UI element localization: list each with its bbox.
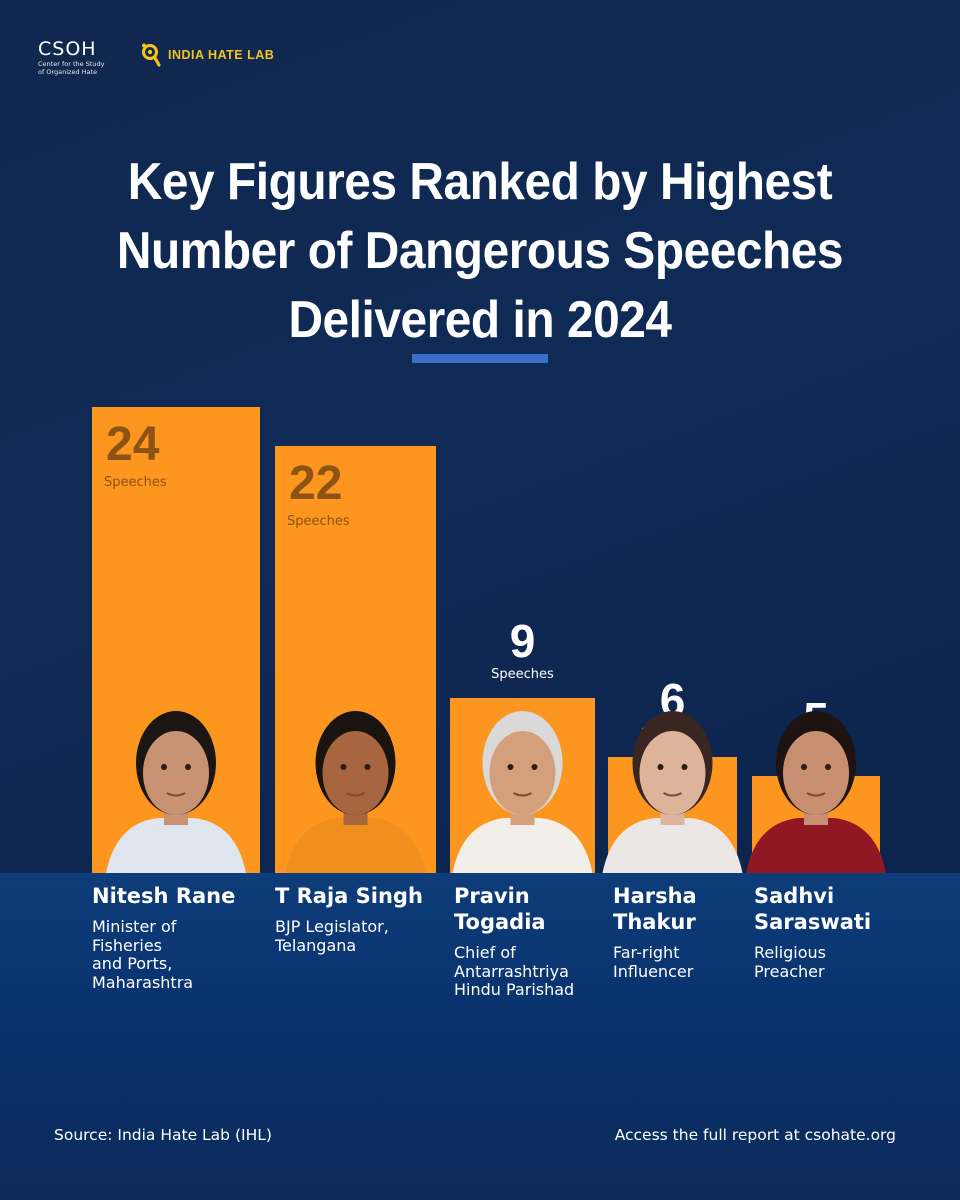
csoh-subtitle-line: Center for the Study [38,60,105,68]
portrait-photo [452,711,593,873]
csoh-logo: CSOH Center for the Study of Organized H… [38,38,128,76]
logo-bar: CSOH Center for the Study of Organized H… [38,38,274,76]
person-name-line: Thakur [613,910,696,934]
india-hate-lab-name: INDIA HATE LAB [168,48,275,62]
portrait-shoulders [452,818,593,873]
person-role: Far-right Influencer [613,943,697,981]
portrait-face [489,731,556,815]
portrait-face [783,731,849,815]
portrait-mouth [513,792,532,797]
portrait-shoulders [602,818,743,873]
portrait-eye [161,764,167,770]
person-name: Sadhvi Saraswati [754,883,871,935]
portrait-mouth [346,792,365,797]
india-hate-lab-logo: INDIA HATE LAB [140,42,274,68]
portrait-eye [825,764,831,770]
person-name-line: Sadhvi [754,884,835,908]
portrait-eye [681,764,688,770]
portrait-photo [602,711,743,873]
person-name: Pravin Togadia [454,883,574,935]
person-label: Pravin Togadia Chief of Antarrashtriya Hindu… [454,883,574,1000]
person-label: T Raja Singh BJP Legislator, Telangana [275,883,423,955]
person-name-line: Harsha [613,884,697,908]
person-name: Harsha Thakur [613,883,697,935]
person-name-line: Pravin [454,884,530,908]
person-role-line: Preacher [754,961,825,981]
person-label: Harsha Thakur Far-right Influencer [613,883,697,981]
magnifier-icon [142,43,161,67]
portrait-photo [106,711,246,873]
person-role-line: and Ports, [92,954,173,973]
data-label-unit: Speeches [287,513,350,529]
portrait-eye [185,764,191,770]
portrait-face [639,731,706,815]
csoh-logo-subtitle: Center for the Study of Organized Hate [38,60,128,76]
portrait-shoulders [746,818,886,873]
person-role: Religious Preacher [754,943,871,981]
data-label-value: 24 [106,418,160,471]
person-role-line: Antarrashtriya [454,961,569,981]
report-link-text: Access the full report at csohate.org [614,1126,896,1144]
person-role-line: Hindu Parishad [454,980,575,999]
portrait-mouth [806,792,826,797]
portrait-mouth [166,792,186,797]
person-name-line: Togadia [454,910,546,934]
person-name-line: T Raja Singh [275,884,423,908]
data-label-value: 22 [289,456,343,510]
data-label-unit: Speeches [104,475,167,490]
title-line: Number of Dangerous Speeches [116,222,844,280]
person-role-line: Far-right [613,943,680,962]
source-note: Source: India Hate Lab (IHL) [54,1126,272,1144]
person-role-line: Fisheries [92,935,163,955]
person-name-line: Nitesh Rane [92,884,236,908]
portrait-shoulders [285,818,426,873]
data-label-unit: Speeches [491,667,554,683]
person-name-line: Saraswati [754,910,872,934]
page-title: Key Figures Ranked by Highest Number of … [94,148,867,355]
portrait-face [322,731,389,815]
person-role-line: Chief of [454,943,516,962]
portrait-eye [364,764,371,770]
person-role: BJP Legislator, Telangana [275,917,423,955]
portrait-photo [746,711,886,873]
title-line: Key Figures Ranked by Highest [127,153,833,211]
person-label: Sadhvi Saraswati Religious Preacher [754,883,871,981]
person-name: T Raja Singh [275,883,423,909]
person-role-line: Telangana [275,935,357,955]
person-role: Minister of Fisheries and Ports, Maharashtr… [92,917,235,992]
portrait-face [143,731,209,815]
portrait-shoulders [106,818,246,873]
portrait-eye [657,764,664,770]
csoh-subtitle-line: of Organized Hate [38,68,98,76]
portrait-eye [801,764,807,770]
person-role-line: Influencer [613,961,694,981]
portrait-photo [285,711,426,873]
title-line: Delivered in 2024 [288,291,672,349]
person-role-line: Maharashtra [92,972,194,992]
person-label: Nitesh Rane Minister of Fisheries and Ports… [92,883,235,992]
person-role: Chief of Antarrashtriya Hindu Parishad [454,943,575,1000]
portrait-eye [340,764,347,770]
person-role-line: Minister of [92,917,177,936]
data-label-value: 9 [509,615,536,668]
portrait-mouth [663,792,682,797]
person-role-line: Religious [754,943,826,962]
person-role-line: BJP Legislator, [275,917,389,936]
title-underline [412,354,548,363]
person-name: Nitesh Rane [92,883,235,909]
portrait-eye [507,764,514,770]
names-band [0,873,960,1200]
csoh-logo-mark: CSOH [38,38,97,60]
portrait-eye [531,764,538,770]
